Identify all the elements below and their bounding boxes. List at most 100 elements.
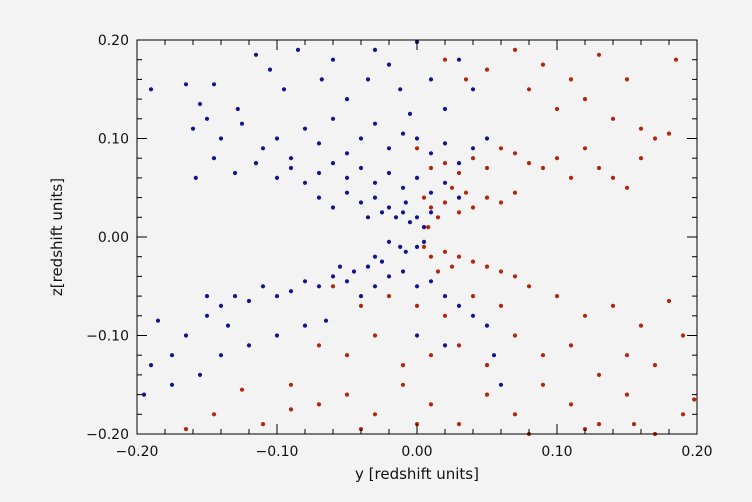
scatter-point — [204, 116, 210, 121]
scatter-point — [141, 392, 147, 397]
scatter-point — [526, 161, 532, 166]
scatter-point — [400, 131, 406, 136]
scatter-point — [400, 382, 406, 387]
scatter-point — [540, 382, 546, 387]
scatter-point — [428, 210, 434, 215]
scatter-point — [379, 259, 385, 264]
scatter-point — [442, 200, 448, 205]
scatter-point — [358, 303, 364, 308]
scatter-point — [638, 323, 644, 328]
scatter-point — [470, 146, 476, 151]
scatter-point — [421, 244, 427, 249]
scatter-point — [456, 170, 462, 176]
scatter-point — [428, 254, 434, 259]
scatter-point — [463, 77, 469, 82]
scatter-point — [330, 274, 336, 279]
scatter-point — [190, 126, 196, 131]
scatter-point — [400, 210, 406, 215]
scatter-point — [211, 82, 217, 87]
scatter-point — [624, 392, 630, 397]
scatter-point — [456, 210, 462, 215]
scatter-point — [358, 136, 364, 141]
scatter-point — [428, 190, 434, 195]
scatter-point — [365, 215, 371, 220]
scatter-point — [386, 146, 392, 151]
scatter-point — [403, 249, 408, 254]
scatter-point — [428, 165, 434, 171]
scatter-point — [421, 239, 427, 244]
scatter-point — [330, 57, 336, 62]
scatter-point — [344, 353, 350, 358]
scatter-point — [512, 190, 518, 195]
scatter-point — [211, 412, 217, 417]
scatter-point — [554, 294, 560, 299]
scatter-point — [372, 195, 378, 200]
scatter-point — [596, 422, 602, 427]
scatter-point — [288, 407, 294, 412]
scatter-point — [568, 402, 574, 407]
scatter-point — [344, 190, 350, 195]
scatter-point — [351, 269, 357, 274]
scatter-point — [323, 318, 329, 323]
scatter-point — [358, 200, 364, 205]
scatter-point — [302, 180, 308, 185]
scatter-point — [610, 175, 616, 180]
scatter-point — [442, 249, 448, 254]
scatter-point — [372, 284, 378, 289]
scatter-point — [442, 313, 448, 318]
scatter-point — [631, 422, 637, 427]
scatter-point — [414, 146, 420, 151]
scatter-point — [638, 156, 644, 161]
scatter-point — [232, 294, 238, 299]
scatter-point — [316, 343, 322, 348]
scatter-point — [225, 323, 231, 328]
scatter-point — [337, 264, 343, 269]
scatter-point — [442, 161, 448, 166]
scatter-point — [295, 47, 301, 53]
scatter-point — [449, 185, 455, 190]
scatter-point — [414, 303, 420, 308]
scatter-point — [568, 77, 574, 82]
scatter-point — [512, 151, 518, 156]
scatter-point — [428, 279, 434, 284]
scatter-point — [582, 97, 588, 102]
scatter-point — [400, 269, 406, 274]
scatter-point — [498, 146, 504, 151]
scatter-point — [232, 170, 238, 176]
scatter-point — [330, 284, 336, 289]
scatter-point — [211, 156, 217, 161]
scatter-point — [692, 397, 697, 402]
scatter-point — [344, 97, 350, 102]
scatter-point — [358, 165, 364, 171]
scatter-point — [484, 195, 490, 200]
scatter-point — [197, 372, 203, 377]
scatter-point — [169, 353, 175, 358]
scatter-point — [456, 343, 462, 348]
scatter-point — [673, 57, 679, 62]
scatter-point — [680, 412, 686, 417]
scatter-point — [491, 353, 497, 358]
scatter-point — [540, 62, 546, 67]
scatter-point — [365, 77, 371, 82]
scatter-point — [316, 170, 322, 176]
scatter-point — [386, 239, 392, 244]
scatter-point — [512, 412, 518, 417]
scatter-point — [484, 363, 490, 368]
scatter-point — [428, 151, 434, 156]
scatter-point — [302, 323, 308, 328]
scatter-point — [344, 175, 350, 180]
scatter-point — [288, 165, 294, 171]
scatter-point — [568, 175, 574, 180]
scatter-point — [358, 294, 364, 299]
scatter-point — [456, 57, 462, 62]
scatter-point — [169, 382, 175, 387]
scatter-point — [148, 87, 154, 92]
scatter-point — [288, 382, 294, 387]
scatter-point — [470, 294, 476, 299]
scatter-point — [400, 185, 406, 190]
scatter-point — [239, 121, 245, 126]
scatter-point — [421, 225, 427, 230]
x-tick-label: 0.20 — [681, 444, 712, 460]
scatter-point — [260, 422, 266, 427]
scatter-point — [435, 269, 441, 274]
